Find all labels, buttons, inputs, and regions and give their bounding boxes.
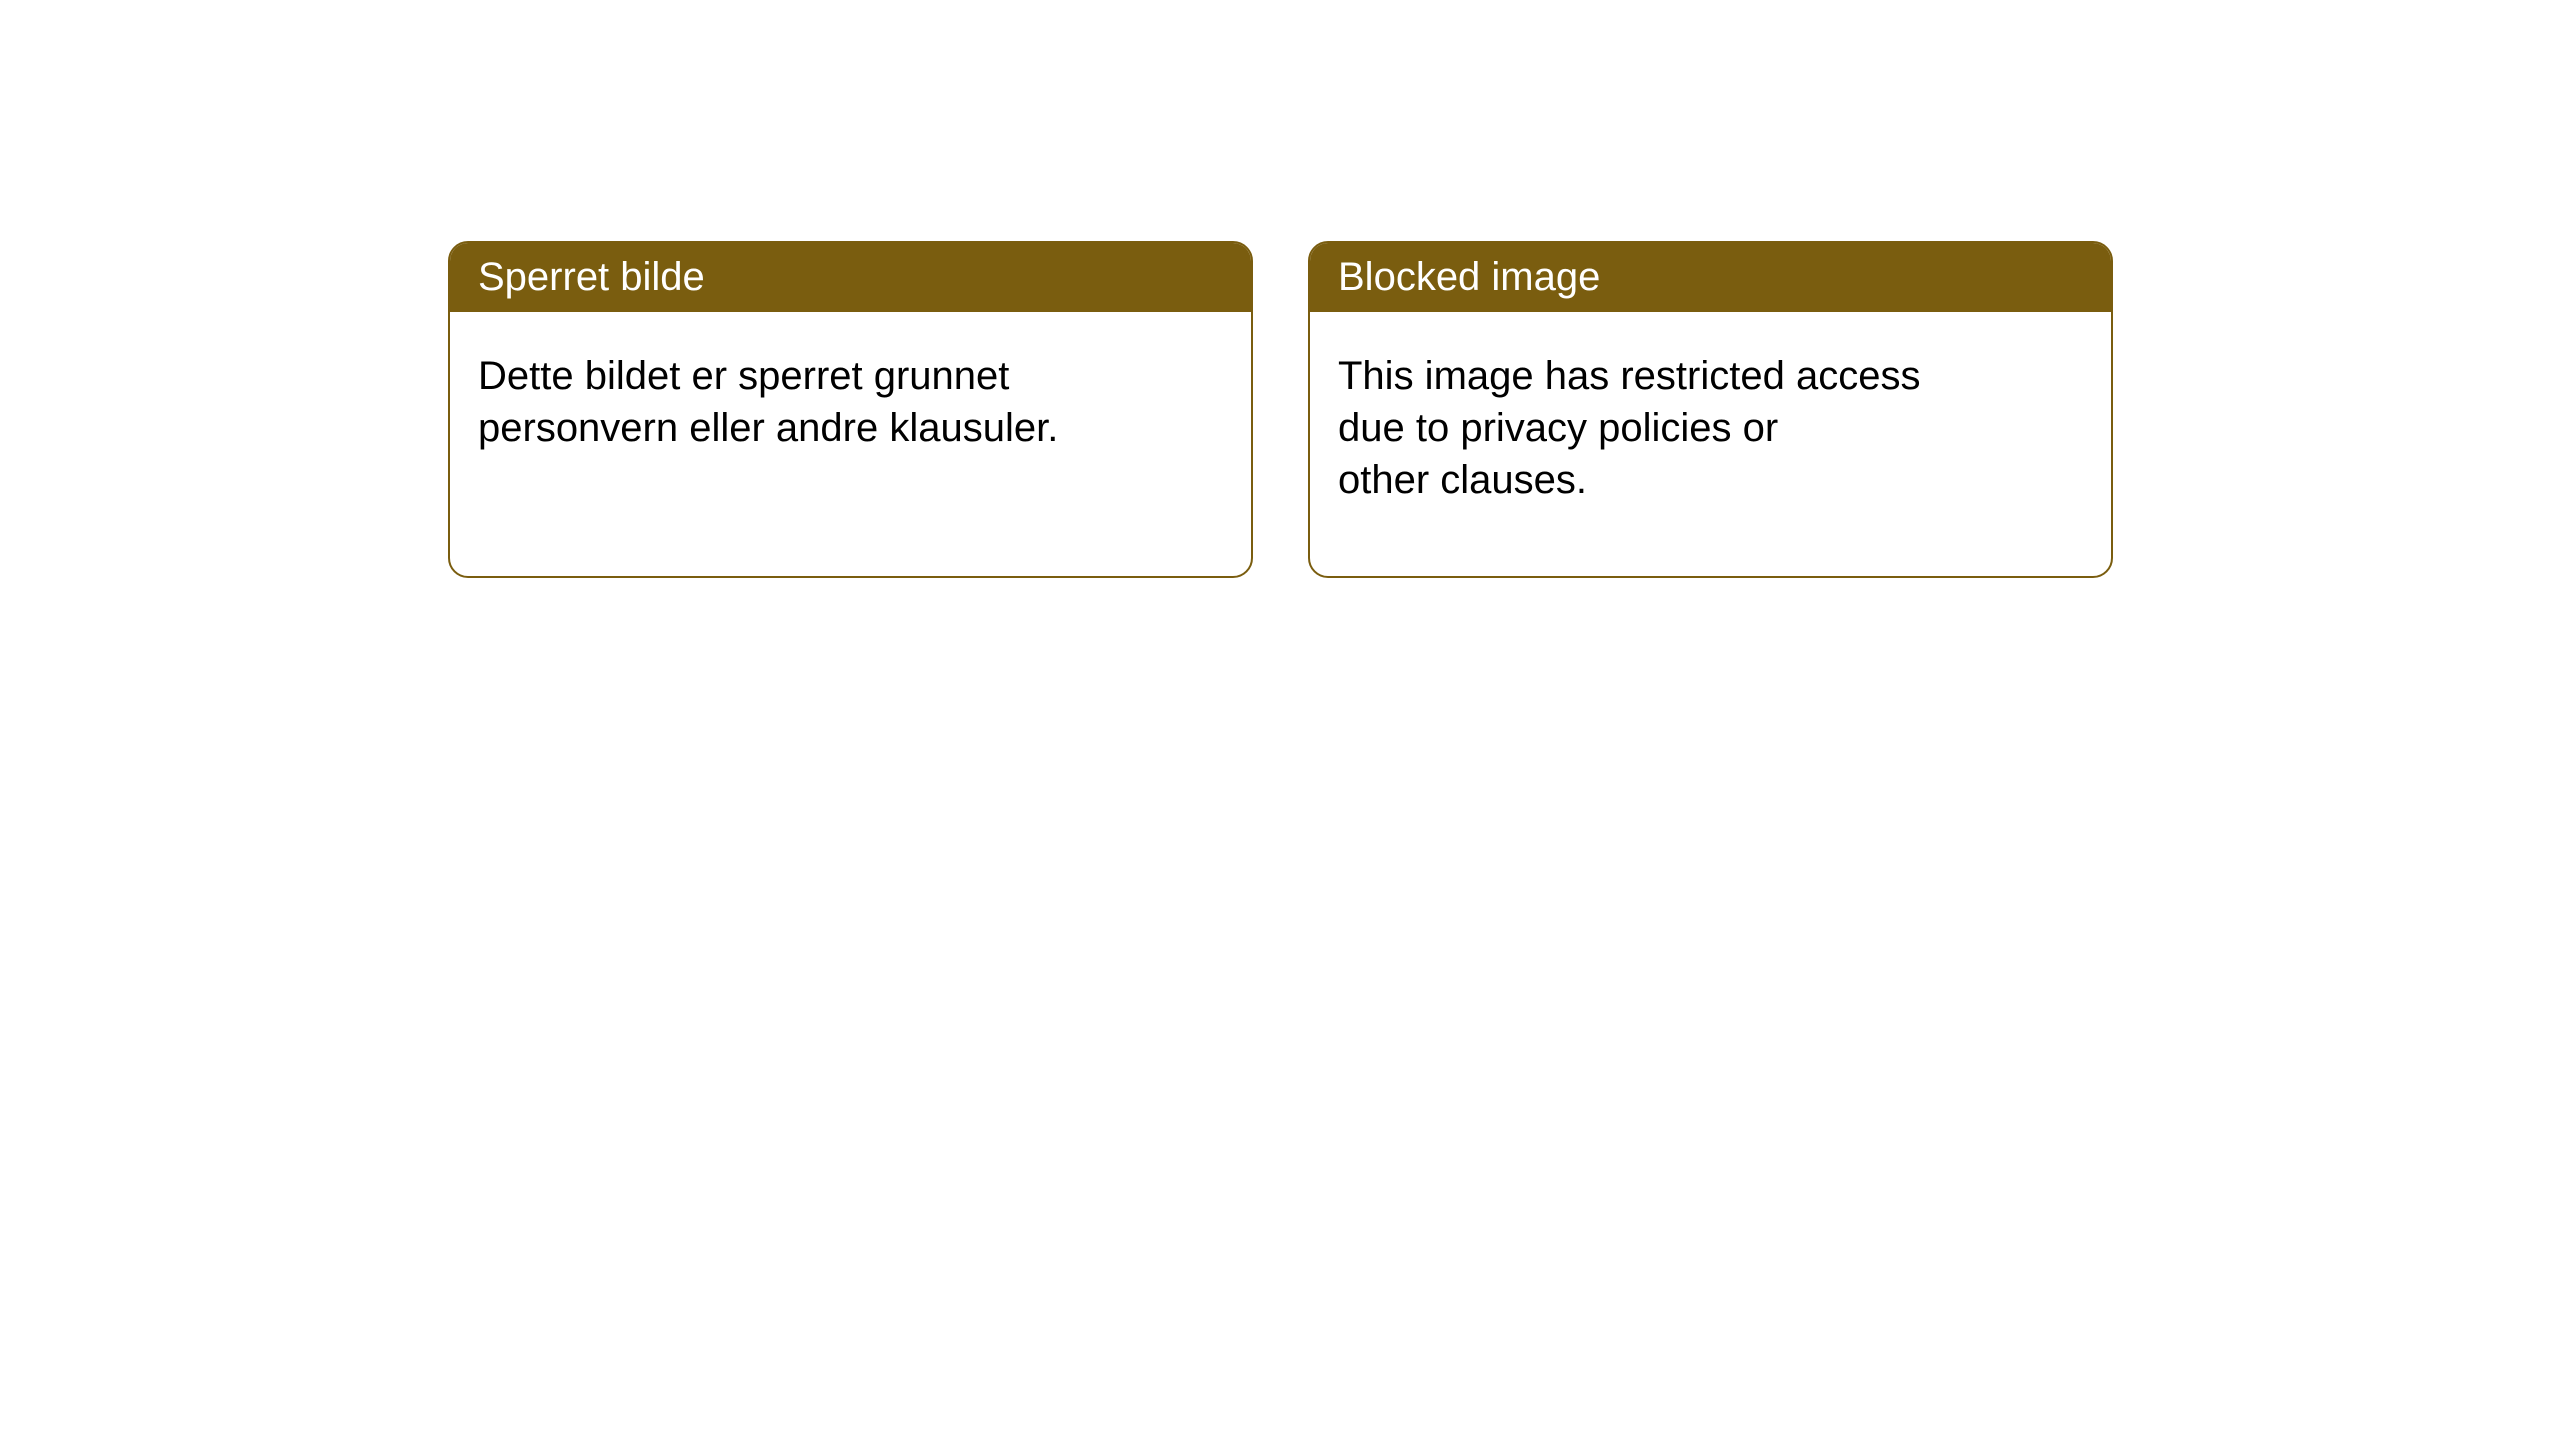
notice-container: Sperret bilde Dette bildet er sperret gr… <box>448 241 2113 578</box>
notice-card-norwegian: Sperret bilde Dette bildet er sperret gr… <box>448 241 1253 578</box>
notice-title-english: Blocked image <box>1310 243 2111 312</box>
notice-card-english: Blocked image This image has restricted … <box>1308 241 2113 578</box>
notice-body-norwegian: Dette bildet er sperret grunnet personve… <box>450 312 1251 492</box>
notice-title-norwegian: Sperret bilde <box>450 243 1251 312</box>
notice-body-english: This image has restricted access due to … <box>1310 312 2111 544</box>
